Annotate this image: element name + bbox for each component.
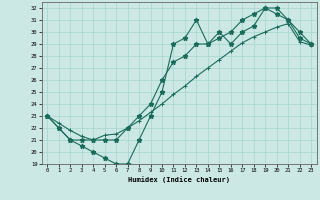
X-axis label: Humidex (Indice chaleur): Humidex (Indice chaleur) — [128, 176, 230, 183]
